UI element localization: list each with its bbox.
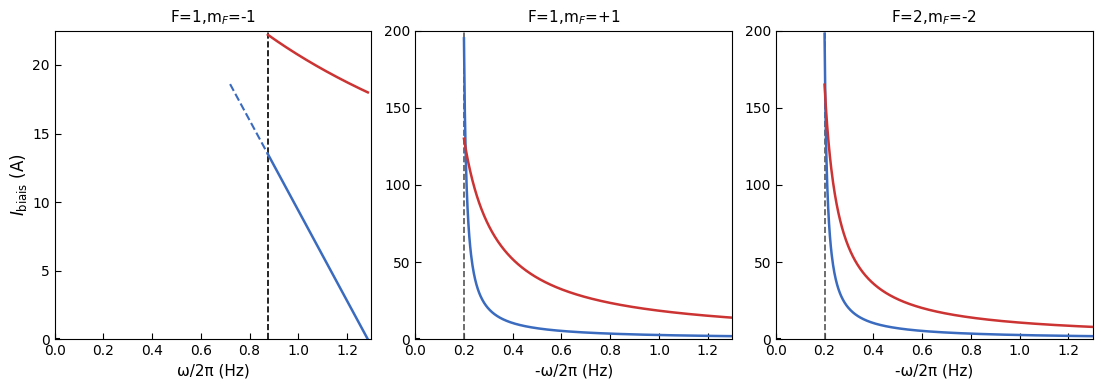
Title: F=2,m$_F$=-2: F=2,m$_F$=-2 bbox=[891, 9, 978, 27]
X-axis label: -ω/2π (Hz): -ω/2π (Hz) bbox=[534, 364, 613, 378]
Y-axis label: $I_\mathrm{biais}$ (A): $I_\mathrm{biais}$ (A) bbox=[9, 154, 30, 216]
X-axis label: ω/2π (Hz): ω/2π (Hz) bbox=[176, 364, 250, 378]
Title: F=1,m$_F$=-1: F=1,m$_F$=-1 bbox=[170, 9, 257, 27]
X-axis label: -ω/2π (Hz): -ω/2π (Hz) bbox=[895, 364, 973, 378]
Title: F=1,m$_F$=+1: F=1,m$_F$=+1 bbox=[527, 9, 620, 27]
